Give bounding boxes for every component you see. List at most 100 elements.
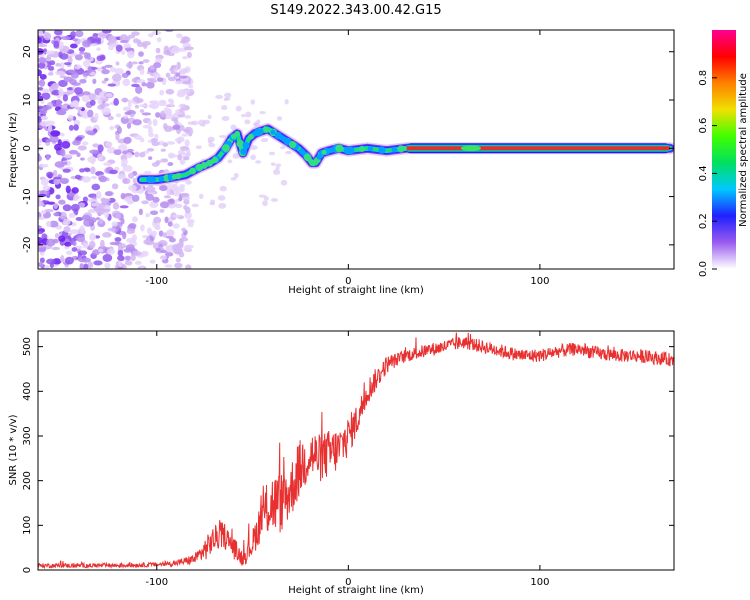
colorbar-tick-label-3: 0.6 (698, 118, 709, 134)
speckle-blob (171, 46, 181, 54)
speckle-blob (54, 30, 63, 36)
speckle-blob (102, 30, 112, 34)
speckle-blob (44, 208, 54, 213)
speckle-blob (152, 118, 158, 127)
speckle-blob (183, 46, 194, 51)
speckle-blob (50, 130, 60, 137)
speckle-blob (219, 185, 227, 192)
speckle-blob (107, 115, 114, 121)
speckle-blob (41, 88, 50, 93)
speckle-blob (122, 178, 131, 185)
speckle-blob (186, 51, 192, 59)
speckle-blob (121, 50, 126, 55)
speckle-blob (148, 132, 154, 138)
speckle-blob (100, 239, 105, 248)
speckle-blob (38, 116, 42, 124)
speckle-blob (149, 259, 156, 264)
speckle-blob (172, 223, 180, 229)
speckle-blob (61, 140, 71, 149)
speckle-blob (53, 176, 62, 180)
speckle-blob (96, 67, 102, 72)
speckle-blob (76, 234, 86, 243)
speckle-blob (164, 216, 169, 224)
speckle-blob (181, 133, 189, 137)
spectrogram-y-axis-label: Frequency (Hz) (8, 112, 19, 188)
speckle-blob (191, 120, 199, 126)
speckle-blob (153, 62, 162, 69)
ridge-blob (335, 144, 344, 153)
speckle-blob (45, 154, 50, 161)
speckle-blob (49, 85, 55, 93)
speckle-blob (159, 255, 167, 261)
ridge-blob (240, 148, 247, 155)
speckle-blob (180, 89, 191, 94)
speckle-blob (164, 264, 173, 268)
speckle-blob (66, 87, 75, 91)
snr-frame (37, 330, 675, 571)
spectrogram-y-tick-label-3: 10 (22, 94, 33, 107)
speckle-blob (143, 170, 152, 175)
speckle-blob (173, 118, 179, 125)
speckle-blob (87, 261, 94, 269)
speckle-blob (89, 72, 97, 76)
speckle-blob (84, 168, 91, 173)
speckle-blob (53, 202, 59, 210)
ridge-blob (149, 176, 156, 184)
ridge-blob (280, 135, 286, 141)
speckle-blob (121, 72, 129, 79)
speckle-blob (139, 109, 145, 113)
speckle-blob (39, 73, 47, 80)
speckle-blob (149, 79, 158, 83)
speckle-blob (138, 61, 144, 65)
speckle-blob (40, 115, 48, 121)
ridge-blob (289, 141, 297, 149)
speckle-blob (62, 218, 71, 226)
speckle-blob (90, 43, 99, 47)
speckle-blob (98, 218, 104, 225)
speckle-blob (85, 125, 93, 132)
speckle-blob (109, 67, 117, 73)
speckle-blob (156, 37, 162, 43)
speckle-blob (176, 33, 183, 39)
speckle-blob (68, 124, 74, 131)
speckle-blob (167, 162, 174, 167)
speckle-blob (89, 240, 96, 249)
speckle-blob (89, 99, 96, 106)
speckle-blob (91, 202, 99, 207)
speckle-blob (111, 221, 118, 227)
speckle-blob (141, 200, 149, 205)
speckle-blob (115, 61, 120, 66)
speckle-blob (111, 183, 119, 190)
speckle-blob (94, 112, 99, 121)
speckle-blob (82, 242, 89, 249)
speckle-blob (77, 250, 88, 256)
speckle-blob (72, 38, 79, 42)
speckle-blob (220, 105, 228, 111)
speckle-blob (210, 199, 216, 204)
speckle-blob (180, 185, 185, 192)
speckle-blob (172, 214, 181, 218)
speckle-blob (47, 65, 55, 71)
speckle-blob (107, 227, 117, 232)
speckle-blob (148, 156, 153, 161)
ridge-blob (391, 146, 398, 153)
snr-x-ticks: -100 0 100 (145, 331, 549, 588)
speckle-blob (61, 35, 71, 41)
speckle-blob (178, 75, 188, 79)
speckle-blob (116, 126, 122, 135)
spectrogram-y-tick-label-2: 0 (22, 145, 33, 151)
colorbar-tick-label-1: 0.2 (698, 213, 709, 229)
speckle-blob (167, 98, 174, 103)
speckle-blob (72, 197, 79, 202)
speckle-blob (134, 104, 139, 109)
speckle-blob (259, 111, 266, 115)
speckle-blob (163, 107, 170, 114)
speckle-blob (175, 80, 184, 85)
speckle-blob (91, 183, 101, 191)
speckle-blob (184, 139, 190, 147)
speckle-blob (141, 250, 149, 257)
speckle-blob (117, 243, 127, 249)
speckle-blob (250, 154, 256, 160)
speckle-blob (183, 245, 192, 252)
speckle-blob (189, 88, 194, 93)
